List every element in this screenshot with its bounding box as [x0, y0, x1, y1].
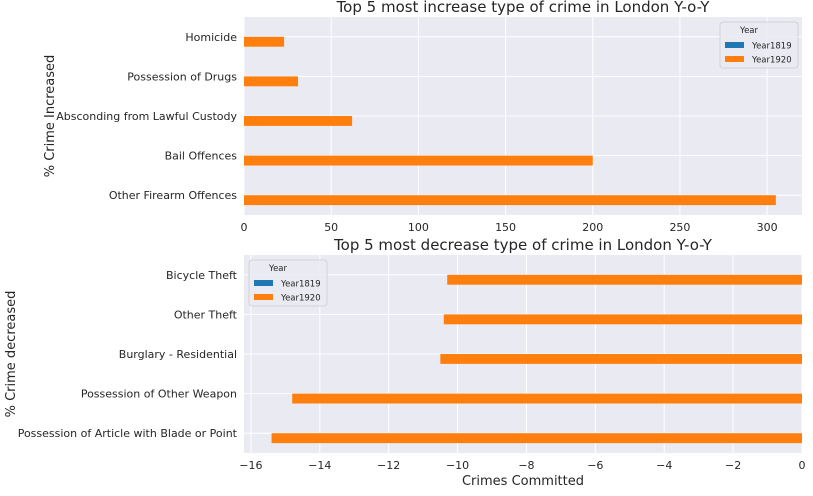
legend-label: Year1920: [751, 56, 792, 66]
legend-label: Year1819: [280, 280, 321, 290]
legend-swatch: [725, 42, 744, 48]
category-label: Possession of Drugs: [127, 70, 237, 83]
category-label: Homicide: [185, 31, 237, 44]
x-tick-label: 250: [669, 221, 690, 234]
x-tick-label: 300: [757, 221, 778, 234]
legend-swatch: [725, 56, 744, 62]
category-label: Possession of Other Weapon: [81, 388, 237, 401]
bar-year1920: [271, 433, 802, 444]
category-label: Absconding from Lawful Custody: [56, 110, 237, 123]
legend-swatch: [254, 294, 273, 300]
category-label: Burglary - Residential: [119, 348, 237, 361]
legend-title: Year: [739, 26, 759, 36]
legend-title: Year: [268, 264, 288, 274]
x-tick-label: −10: [446, 459, 469, 472]
bar-year1920: [244, 76, 299, 87]
x-tick-label: −8: [518, 459, 534, 472]
x-tick-label: 0: [799, 459, 806, 472]
x-axis-label: Crimes Committed: [462, 474, 584, 489]
chart-title: Top 5 most decrease type of crime in Lon…: [333, 236, 713, 254]
legend-swatch: [254, 280, 273, 286]
x-tick-label: 0: [241, 221, 248, 234]
x-tick-label: −12: [377, 459, 400, 472]
bar-year1920: [244, 36, 285, 47]
legend-label: Year1920: [280, 294, 321, 304]
legend: Year Year1819 Year1920: [719, 21, 799, 69]
chart-panel-1: 0 50 100 150 200 250 300 Homicide Possession of …: [43, 0, 802, 234]
bar-year1920: [244, 116, 353, 126]
bar-year1920: [440, 354, 802, 364]
x-tick-label: −2: [725, 459, 741, 472]
category-label: Other Firearm Offences: [109, 189, 237, 202]
chart-title: Top 5 most increase type of crime in Lon…: [336, 0, 711, 16]
x-tick-label: −14: [308, 459, 331, 472]
x-tick-label: −16: [239, 459, 262, 472]
category-label: Bicycle Theft: [166, 269, 238, 282]
x-tick-label: −4: [656, 459, 672, 472]
bar-year1920: [292, 393, 802, 404]
category-label: Bail Offences: [165, 150, 238, 163]
y-axis-label: % Crime decreased: [4, 291, 19, 418]
bar-year1920: [244, 195, 776, 206]
legend-label: Year1819: [751, 42, 792, 52]
legend: Year Year1819 Year1920: [248, 259, 328, 307]
y-axis-label: % Crime Increased: [43, 55, 58, 178]
x-tick-label: 150: [495, 221, 516, 234]
x-tick-label: 50: [324, 221, 338, 234]
bar-year1920: [244, 155, 593, 166]
bar-year1920: [443, 314, 802, 325]
x-tick-label: −6: [587, 459, 603, 472]
x-tick-label: 100: [408, 221, 429, 234]
chart-panel-2: −16 −14 −12 −10 −8 −6 −4 −2 0 Bicycle Theft Other …: [4, 236, 806, 489]
category-label: Other Theft: [174, 308, 238, 321]
category-label: Possession of Article with Blade or Poin…: [18, 427, 238, 440]
x-tick-label: 200: [582, 221, 603, 234]
bar-year1920: [447, 274, 802, 285]
